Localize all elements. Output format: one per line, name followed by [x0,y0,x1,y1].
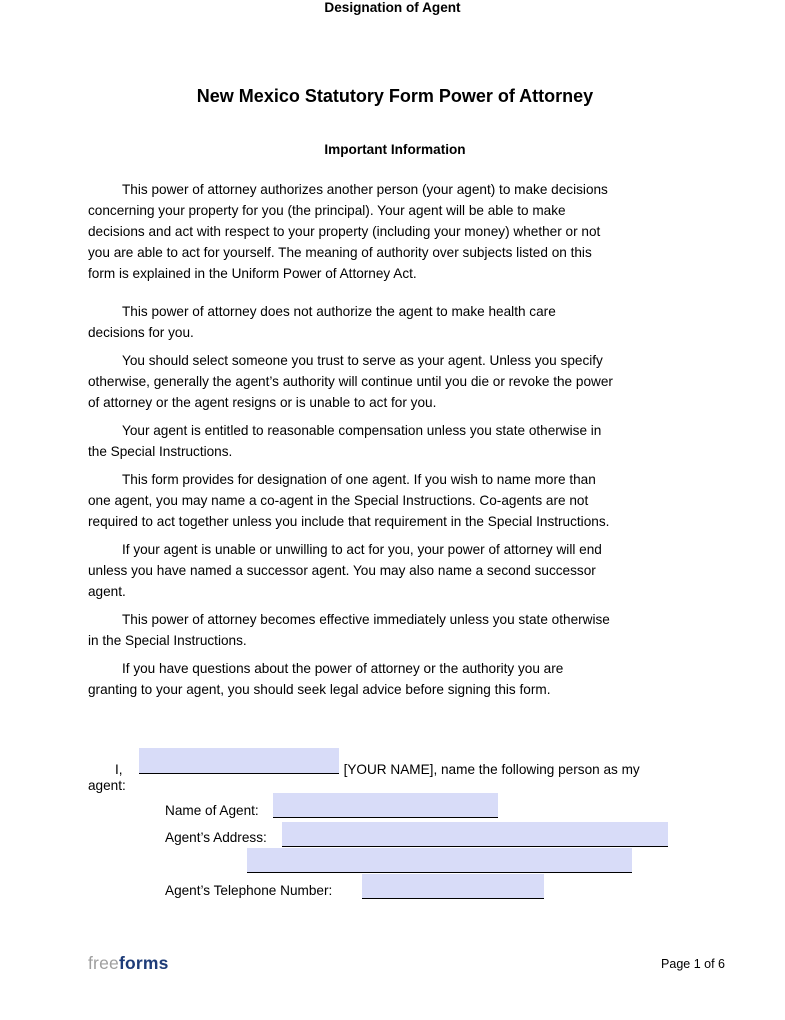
intro-prefix: I, [115,762,123,777]
agent-address-field-line1[interactable] [282,822,668,847]
intro-suffix: [YOUR NAME], name the following person a… [343,762,640,777]
paragraph-1: This power of attorney authorizes anothe… [88,182,608,281]
paragraph-3: You should select someone you trust to s… [88,353,613,410]
paragraph-4: Your agent is entitled to reasonable com… [88,423,602,459]
section-heading-important-information: Important Information [324,142,466,157]
agent-address-field-line2[interactable] [247,848,632,873]
paragraph-7: This power of attorney becomes effective… [88,612,610,648]
intro-continuation: agent: [88,778,126,793]
logo-text-free: free [88,953,119,973]
agent-address-label: Agent’s Address: [165,830,267,845]
principal-name-field[interactable] [138,748,339,774]
paragraph-5: This form provides for designation of on… [88,472,610,529]
designation-intro-line: I, [YOUR NAME], name the following perso… [115,748,640,780]
agent-name-field[interactable] [273,793,498,818]
page-number: Page 1 of 6 [661,957,725,971]
agent-phone-label: Agent’s Telephone Number: [165,883,333,898]
agent-phone-field[interactable] [362,874,544,899]
document-title: New Mexico Statutory Form Power of Attor… [196,86,594,106]
paragraph-2: This power of attorney does not authoriz… [88,304,556,340]
freeforms-logo: freeforms [88,953,169,973]
paragraph-8: If you have questions about the power of… [88,661,564,697]
section-heading-designation-of-agent: Designation of Agent [324,0,461,15]
logo-text-forms: forms [118,953,169,973]
agent-name-label: Name of Agent: [165,803,259,818]
paragraph-6: If your agent is unable or unwilling to … [88,542,602,599]
document-content: New Mexico Statutory Form Power of Attor… [88,86,702,707]
